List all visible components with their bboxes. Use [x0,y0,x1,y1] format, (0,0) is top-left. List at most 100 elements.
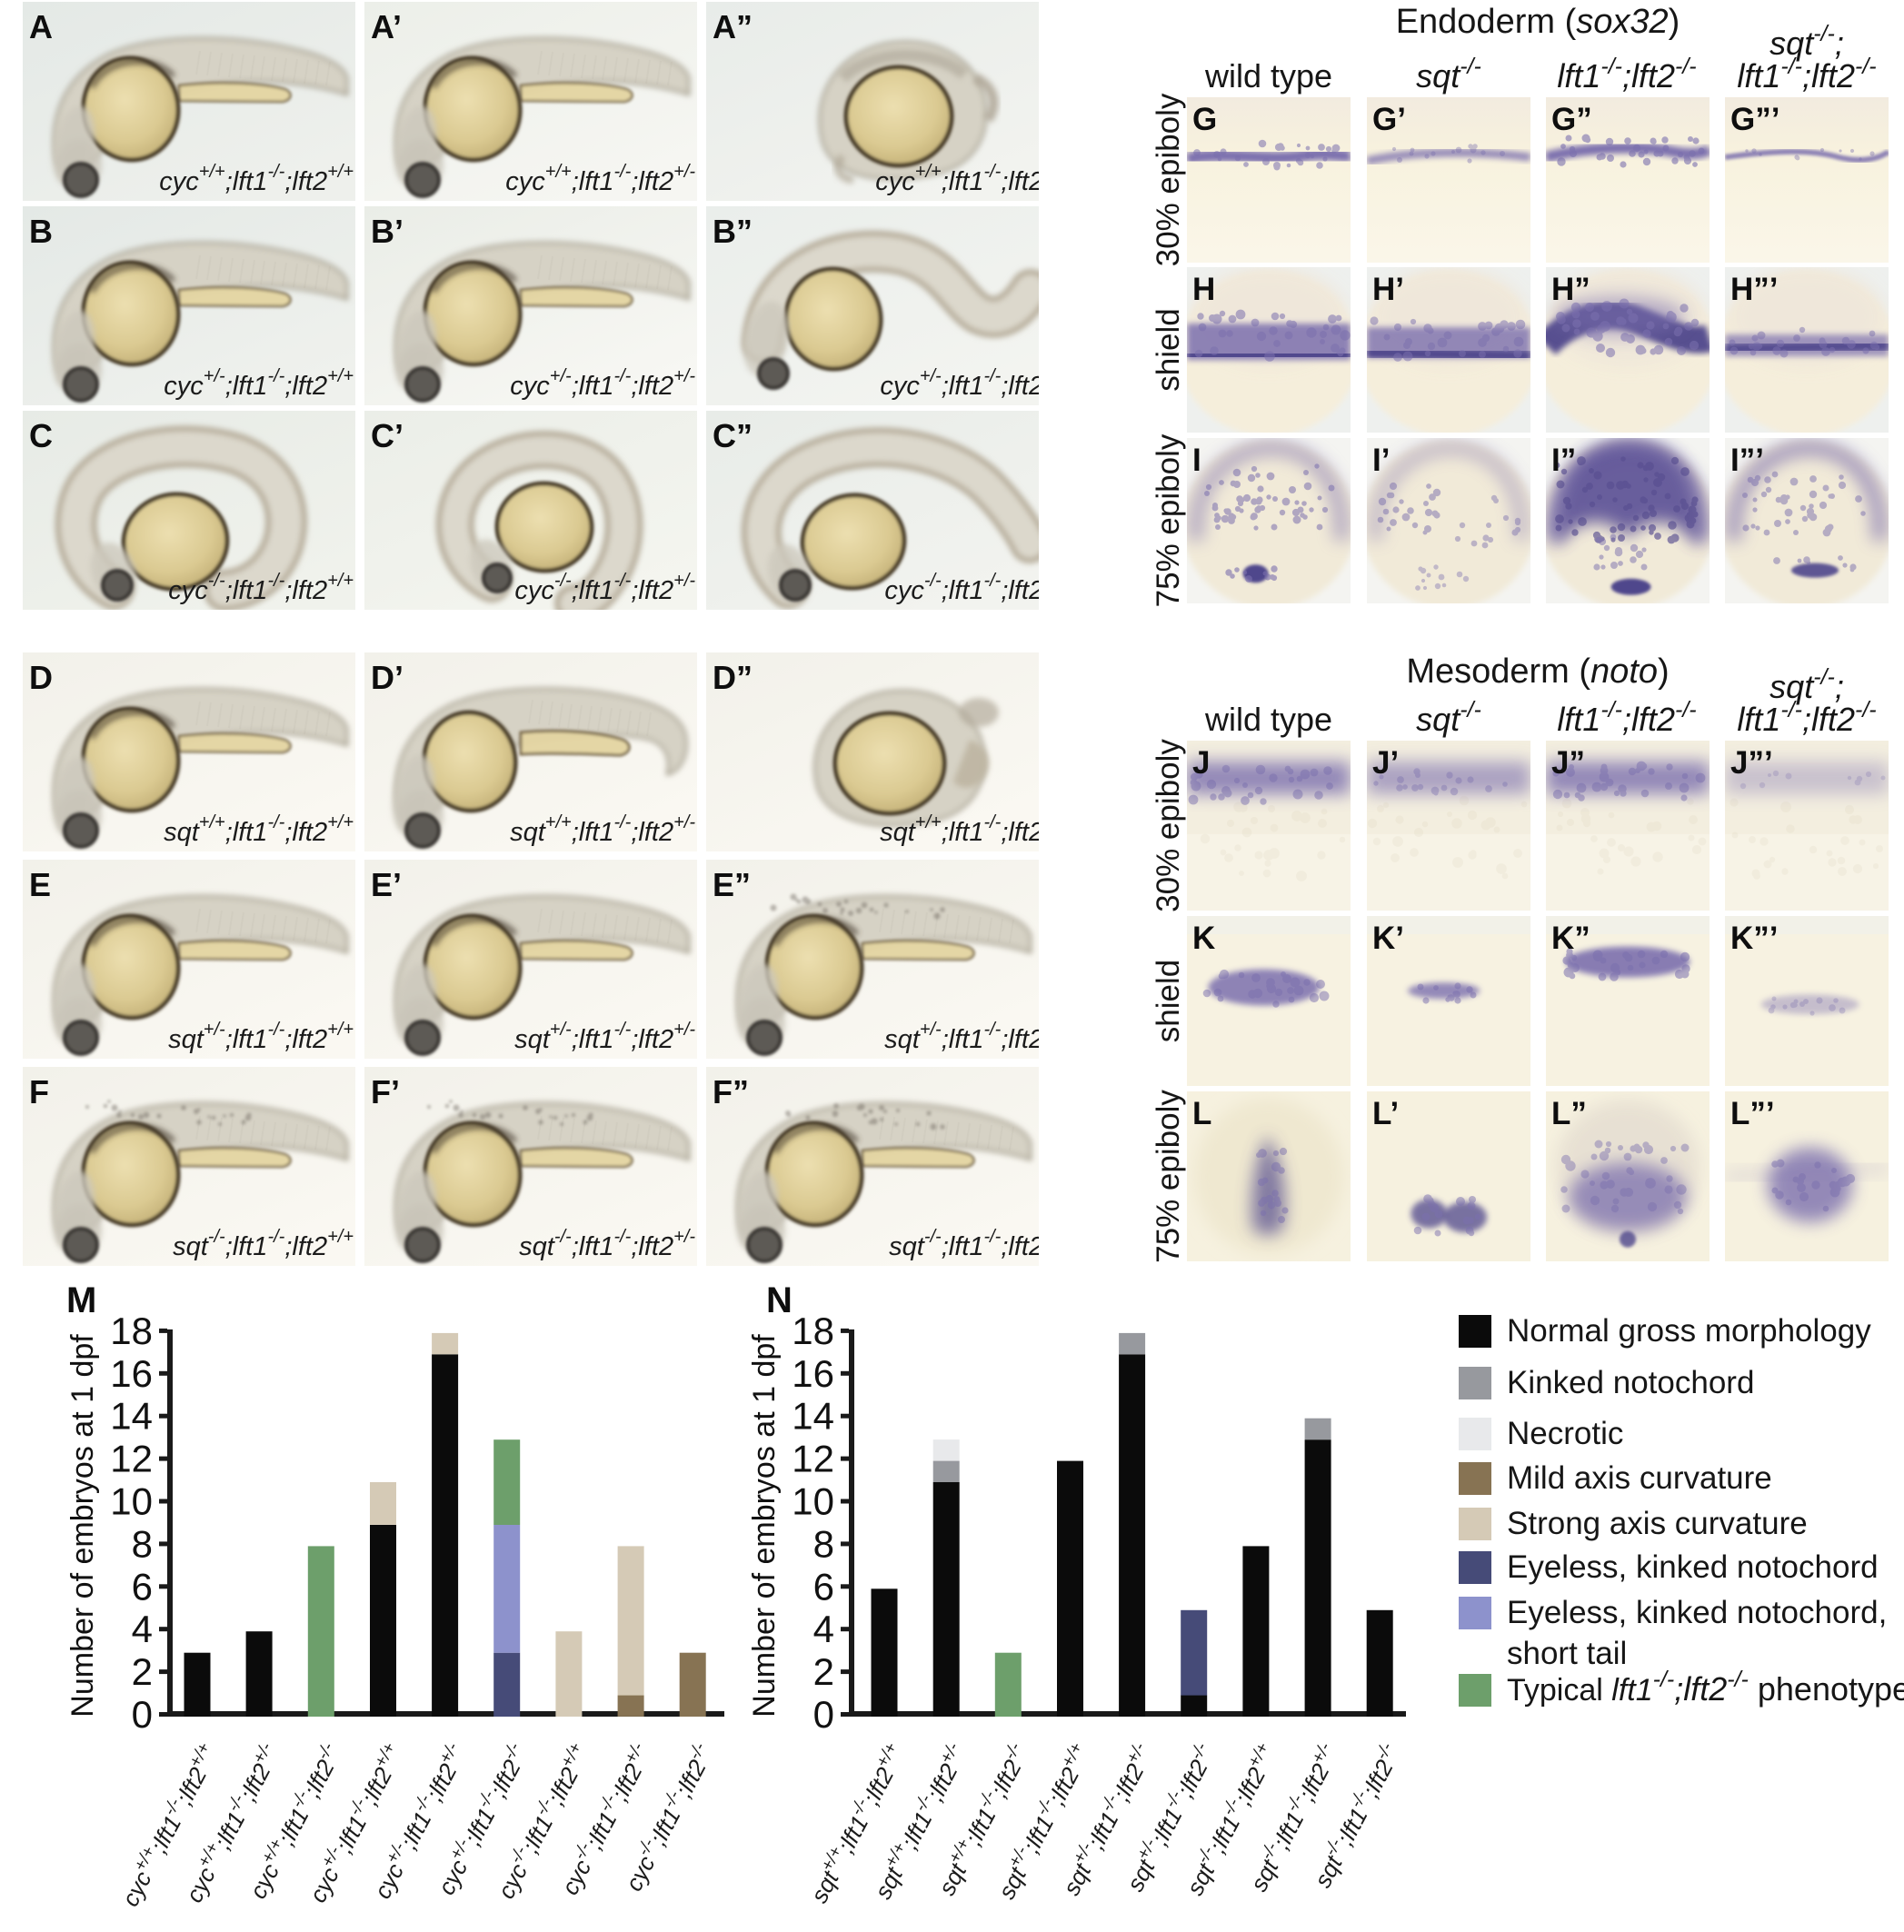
svg-text:4: 4 [813,1608,834,1650]
svg-text:12: 12 [792,1438,834,1480]
svg-text:14: 14 [792,1395,834,1438]
svg-text:10: 10 [792,1480,834,1523]
svg-text:18: 18 [792,1310,834,1352]
svg-text:12: 12 [110,1438,153,1480]
svg-text:Mesoderm (noto): Mesoderm (noto) [1406,652,1669,691]
svg-text:Kinked notochord: Kinked notochord [1507,1365,1754,1400]
svg-text:I’: I’ [1372,443,1390,478]
svg-text:F”: F” [713,1073,749,1110]
svg-text:Eyeless, kinked notochord,: Eyeless, kinked notochord, [1507,1595,1887,1630]
svg-text:C’: C’ [371,417,404,454]
svg-text:sqt+/+;lft1-/-;lft2+/-: sqt+/+;lft1-/-;lft2+/- [510,812,695,847]
svg-text:J”: J” [1551,745,1585,781]
svg-text:lft1-/-;lft2-/-: lft1-/-;lft2-/- [1557,697,1696,738]
svg-text:4: 4 [132,1608,153,1650]
svg-text:wild type: wild type [1204,701,1332,738]
svg-text:8: 8 [813,1522,834,1565]
svg-text:G’: G’ [1372,102,1406,137]
svg-text:cyc+/+;lft1-/-;lft2-/-: cyc+/+;lft1-/-;lft2-/- [875,162,1061,196]
svg-text:C: C [29,417,53,454]
svg-text:cyc+/+;lft1-/-;lft2+/+: cyc+/+;lft1-/-;lft2+/+ [159,162,354,196]
svg-text:cyc+/-;lft1-/-;lft2-/-: cyc+/-;lft1-/-;lft2-/- [880,366,1061,401]
svg-text:G: G [1192,102,1217,137]
svg-text:Endoderm (sox32): Endoderm (sox32) [1396,3,1680,41]
svg-text:J: J [1192,745,1210,781]
svg-text:2: 2 [813,1650,834,1693]
svg-text:10: 10 [110,1480,153,1523]
svg-text:shield: shield [1151,960,1186,1042]
svg-text:K”’: K”’ [1730,921,1779,956]
svg-text:sqt-/-;lft1-/-;lft2+/-: sqt-/-;lft1-/-;lft2+/- [519,1227,695,1261]
svg-text:16: 16 [792,1352,834,1395]
svg-text:H: H [1192,272,1215,307]
svg-text:K”: K” [1551,921,1590,956]
svg-text:J’: J’ [1372,745,1399,781]
svg-text:D”: D” [713,659,753,696]
svg-text:sqt-/-;lft1-/-;lft2+/+: sqt-/-;lft1-/-;lft2+/+ [173,1227,354,1261]
svg-text:14: 14 [110,1395,153,1438]
svg-text:Eyeless, kinked notochord: Eyeless, kinked notochord [1507,1549,1879,1585]
svg-text:H”’: H”’ [1730,272,1779,307]
svg-text:B”: B” [713,213,753,250]
svg-text:sqt-/-;: sqt-/-; [1769,21,1844,62]
svg-text:cyc-/-;lft1-/-;lft2+/-: cyc-/-;lft1-/-;lft2+/- [514,571,695,605]
svg-text:sqt-/-: sqt-/- [1416,697,1481,738]
svg-text:sqt-/-;lft1-/-;lft2-/-: sqt-/-;lft1-/-;lft2-/- [889,1227,1061,1261]
svg-text:sqt+/-;lft1-/-;lft2+/+: sqt+/-;lft1-/-;lft2+/+ [168,1020,354,1054]
svg-text:Number of embryos at 1 dpf: Number of embryos at 1 dpf [747,1334,782,1718]
svg-text:18: 18 [110,1310,153,1352]
svg-text:0: 0 [813,1693,834,1736]
svg-text:H’: H’ [1372,272,1404,307]
svg-text:N: N [766,1280,793,1320]
svg-text:E’: E’ [371,866,402,903]
svg-text:H”: H” [1551,272,1590,307]
svg-text:0: 0 [132,1693,153,1736]
svg-text:L: L [1192,1096,1211,1131]
svg-text:lft1-/-;lft2-/-: lft1-/-;lft2-/- [1737,54,1876,95]
svg-text:G”’: G”’ [1730,102,1779,137]
svg-text:Necrotic: Necrotic [1507,1416,1623,1451]
svg-text:J”’: J”’ [1730,745,1773,781]
svg-text:sqt+/-;lft1-/-;lft2-/-: sqt+/-;lft1-/-;lft2-/- [884,1020,1061,1054]
svg-text:sqt+/-;lft1-/-;lft2+/-: sqt+/-;lft1-/-;lft2+/- [514,1020,695,1054]
svg-text:I”’: I”’ [1730,443,1764,478]
svg-text:I: I [1192,443,1201,478]
svg-text:G”: G” [1551,102,1592,137]
svg-text:A”: A” [713,8,753,45]
svg-text:cyc-/-;lft1-/-;lft2-/-: cyc-/-;lft1-/-;lft2-/- [884,571,1061,605]
svg-text:M: M [66,1280,96,1320]
svg-text:E”: E” [713,866,751,903]
svg-text:6: 6 [813,1565,834,1608]
svg-text:D’: D’ [371,659,404,696]
svg-text:75% epiboly: 75% epiboly [1151,1090,1186,1263]
svg-text:sqt+/+;lft1-/-;lft2+/+: sqt+/+;lft1-/-;lft2+/+ [164,812,354,847]
svg-text:cyc+/+;lft1-/-;lft2+/-: cyc+/+;lft1-/-;lft2+/- [505,162,695,196]
svg-text:B’: B’ [371,213,404,250]
svg-text:Normal gross morphology: Normal gross morphology [1507,1313,1871,1349]
svg-text:F’: F’ [371,1073,400,1110]
svg-text:16: 16 [110,1352,153,1395]
svg-text:K’: K’ [1372,921,1404,956]
svg-text:A’: A’ [371,8,402,45]
svg-text:K: K [1192,921,1215,956]
svg-text:6: 6 [132,1565,153,1608]
svg-text:sqt+/+;lft1-/-;lft2-/-: sqt+/+;lft1-/-;lft2-/- [880,812,1061,847]
svg-text:lft1-/-;lft2-/-: lft1-/-;lft2-/- [1737,697,1876,738]
svg-text:8: 8 [132,1522,153,1565]
svg-text:Typical lft1-/-;lft2-/- phenot: Typical lft1-/-;lft2-/- phenotype [1507,1667,1904,1708]
svg-text:short tail: short tail [1507,1636,1627,1671]
svg-text:2: 2 [132,1650,153,1693]
svg-text:Strong axis curvature: Strong axis curvature [1507,1506,1808,1541]
svg-text:Mild axis curvature: Mild axis curvature [1507,1460,1772,1496]
svg-text:Number of embryos at 1 dpf: Number of embryos at 1 dpf [65,1334,100,1718]
svg-text:L”: L” [1551,1096,1587,1131]
svg-text:D: D [29,659,53,696]
svg-text:wild type: wild type [1204,57,1332,95]
svg-text:30% epiboly: 30% epiboly [1151,93,1186,266]
svg-text:A: A [29,8,53,45]
svg-text:E: E [29,866,51,903]
svg-text:shield: shield [1151,308,1186,391]
svg-text:L”’: L”’ [1730,1096,1775,1131]
svg-text:cyc-/-;lft1-/-;lft2+/+: cyc-/-;lft1-/-;lft2+/+ [168,571,354,605]
svg-text:cyc+/-;lft1-/-;lft2+/+: cyc+/-;lft1-/-;lft2+/+ [164,366,354,401]
